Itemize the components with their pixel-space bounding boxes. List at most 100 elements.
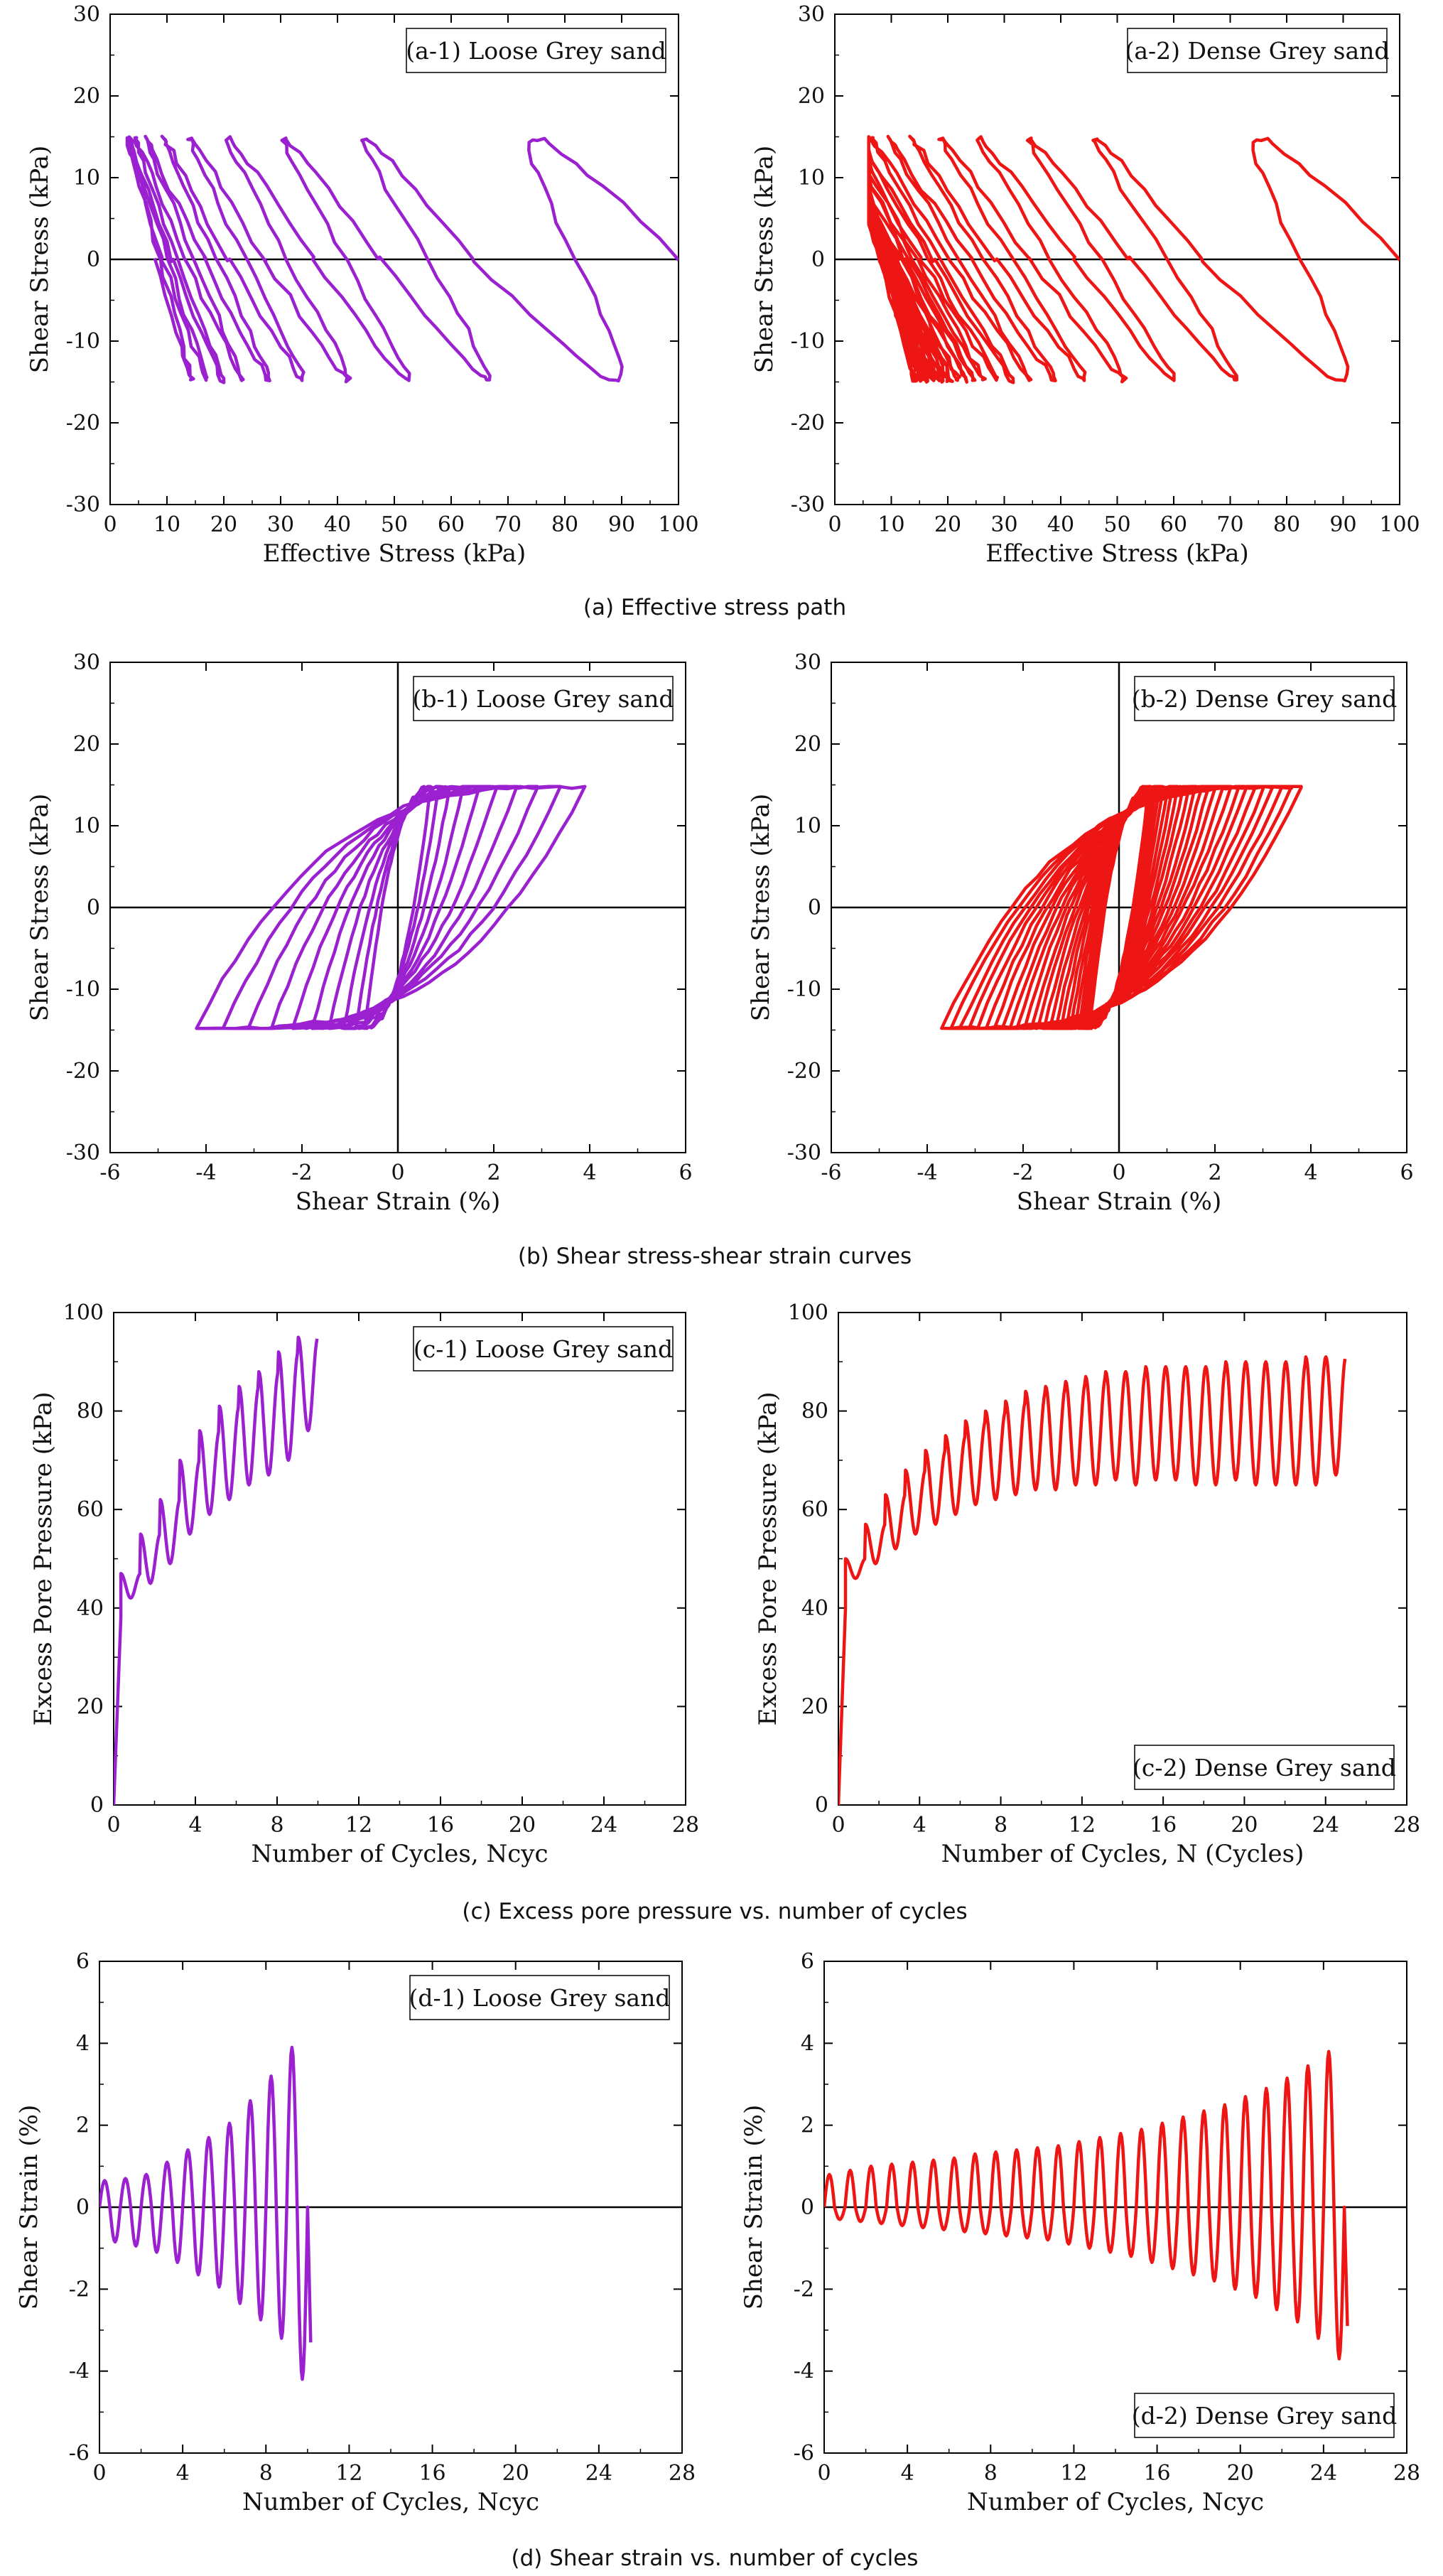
- y-tick-label: 4: [801, 2031, 814, 2056]
- panel-c2: 0 4 8 12 16 20 24 28 0 20 40 60 80 100 Number of Cycle…: [754, 1300, 1420, 1868]
- x-tick-label: -6: [99, 1160, 120, 1185]
- x-tick-label: 16: [418, 2461, 445, 2486]
- y-tick-label: 2: [76, 2113, 90, 2138]
- y-tick-label: 0: [801, 2195, 814, 2220]
- x-tick-label: 6: [679, 1160, 692, 1185]
- x-tick-label: 40: [324, 512, 351, 537]
- legend-box: [1127, 28, 1388, 73]
- x-tick-label: 12: [335, 2461, 362, 2486]
- y-tick-label: 10: [73, 166, 100, 190]
- x-axis-title: Shear Strain (%): [296, 1187, 501, 1216]
- x-tick-label: 80: [551, 512, 578, 537]
- x-tick-label: 30: [990, 512, 1017, 537]
- x-axis-title: Effective Stress (kPa): [263, 539, 526, 568]
- y-axis-title: Shear Stress (kPa): [26, 146, 54, 373]
- series-line-d1: [99, 2045, 313, 2381]
- y-tick-label: 30: [794, 650, 821, 675]
- x-tick-label: 8: [259, 2461, 273, 2486]
- legend-box: [406, 28, 666, 73]
- x-tick-label: 2: [487, 1160, 500, 1185]
- series-line-a1: [125, 134, 679, 384]
- y-tick-label: -4: [794, 2359, 814, 2384]
- series-line-d2: [824, 2049, 1349, 2361]
- y-axis-title: Shear Strain (%): [15, 2105, 43, 2310]
- caption-a: (a) Effective stress path: [583, 595, 846, 620]
- y-tick-label: -30: [66, 492, 100, 517]
- y-tick-label: -2: [69, 2277, 90, 2302]
- x-tick-label: 16: [1143, 2461, 1170, 2486]
- x-tick-label: 80: [1273, 512, 1300, 537]
- y-tick-label: 20: [73, 732, 100, 757]
- series-line-a2: [867, 134, 1400, 384]
- x-tick-label: 50: [1103, 512, 1130, 537]
- x-tick-label: 20: [1231, 1813, 1258, 1838]
- y-tick-label: 0: [76, 2195, 90, 2220]
- y-tick-label: 0: [811, 247, 825, 272]
- x-tick-label: 90: [1329, 512, 1356, 537]
- y-axis-title: Shear Stress (kPa): [750, 146, 779, 373]
- y-tick-label: 100: [788, 1300, 828, 1325]
- x-tick-label: 20: [934, 512, 961, 537]
- y-tick-label: 6: [76, 1949, 90, 1974]
- x-tick-label: 0: [391, 1160, 404, 1185]
- x-tick-label: 0: [831, 1813, 845, 1838]
- x-tick-label: 24: [1312, 1813, 1339, 1838]
- x-tick-label: 0: [107, 1813, 120, 1838]
- y-tick-label: 0: [87, 247, 100, 272]
- plot-frame: [113, 1312, 686, 1806]
- x-tick-label: 70: [494, 512, 521, 537]
- legend-label: (c-1) Loose Grey sand: [414, 1335, 673, 1363]
- x-axis-title: Number of Cycles, Ncyc: [251, 1840, 548, 1868]
- y-tick-label: 30: [798, 2, 825, 27]
- y-tick-label: 6: [801, 1949, 814, 1974]
- x-axis-title: Shear Strain (%): [1017, 1187, 1222, 1216]
- caption-b: (b) Shear stress-shear strain curves: [518, 1244, 912, 1269]
- y-axis-title: Shear Stress (kPa): [26, 794, 54, 1021]
- x-tick-label: 28: [672, 1813, 699, 1838]
- x-tick-label: 4: [901, 2461, 914, 2486]
- y-tick-label: 10: [798, 166, 825, 190]
- series-line-c2: [838, 1355, 1347, 1805]
- x-tick-label: 12: [1069, 1813, 1096, 1838]
- y-tick-label: -4: [69, 2359, 90, 2384]
- x-tick-label: 8: [994, 1813, 1007, 1838]
- legend-box: [1134, 676, 1395, 721]
- y-tick-label: 80: [77, 1399, 104, 1424]
- x-tick-label: 30: [267, 512, 294, 537]
- x-tick-label: 0: [817, 2461, 831, 2486]
- legend-label: (a-2) Dense Grey sand: [1125, 37, 1389, 65]
- x-tick-label: 24: [1310, 2461, 1337, 2486]
- x-axis-title: Effective Stress (kPa): [985, 539, 1249, 568]
- x-tick-label: 10: [877, 512, 904, 537]
- x-tick-label: 90: [608, 512, 635, 537]
- y-tick-label: -20: [787, 1059, 821, 1084]
- x-tick-label: 50: [381, 512, 408, 537]
- series-line-c1: [114, 1335, 319, 1805]
- x-tick-label: 24: [590, 1813, 617, 1838]
- caption-d: (d) Shear strain vs. number of cycles: [512, 2545, 919, 2571]
- x-tick-label: 70: [1216, 512, 1243, 537]
- x-axis-title: Number of Cycles, N (Cycles): [941, 1840, 1304, 1868]
- y-tick-label: 30: [73, 650, 100, 675]
- x-tick-label: 16: [427, 1813, 454, 1838]
- legend-box: [413, 676, 674, 721]
- legend-box: [413, 1326, 674, 1371]
- y-tick-label: -20: [791, 411, 825, 436]
- x-tick-label: 6: [1400, 1160, 1413, 1185]
- y-tick-label: 100: [63, 1300, 104, 1325]
- x-tick-label: 0: [1112, 1160, 1125, 1185]
- y-tick-label: -10: [787, 977, 821, 1002]
- panel-c1: 0 4 8 12 16 20 24 28 0 20 40 60 80 100 Number of Cycle…: [29, 1300, 699, 1868]
- y-axis-title: Shear Stress (kPa): [747, 794, 775, 1021]
- panel-a2: 0 10 20 30 40 50 60 70 80 90 100-30-20-100102030Ef…: [750, 2, 1420, 568]
- x-tick-label: 4: [913, 1813, 926, 1838]
- y-tick-label: 20: [73, 84, 100, 109]
- y-tick-label: 4: [76, 2031, 90, 2056]
- x-tick-label: 8: [270, 1813, 283, 1838]
- legend-label: (b-1) Loose Grey sand: [413, 685, 674, 713]
- x-tick-label: 4: [583, 1160, 596, 1185]
- x-tick-label: 60: [438, 512, 465, 537]
- legend-box: [409, 1975, 670, 2020]
